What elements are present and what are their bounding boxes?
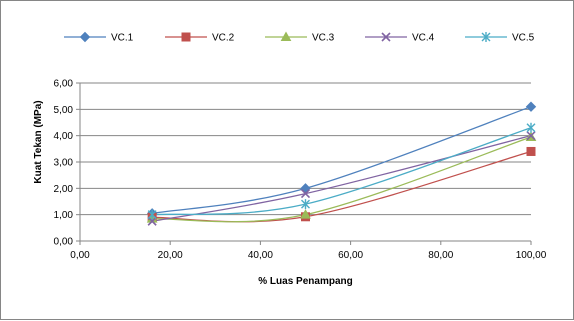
data-point-x-stroke xyxy=(300,189,311,199)
x-tick-labels: 0,00 20,00 40,00 60,00 80,00 100,00 xyxy=(70,250,546,261)
legend-label: VC.5 xyxy=(512,33,535,44)
legend-label: VC.1 xyxy=(111,33,134,44)
legend-item: VC.4 xyxy=(365,32,435,44)
legend-label: VC.3 xyxy=(312,33,335,44)
data-point-diamond xyxy=(79,31,91,43)
data-point-x-stroke xyxy=(526,131,536,141)
legend-label: VC.2 xyxy=(212,33,235,44)
x-tick-label: 0,00 xyxy=(70,250,90,261)
x-tick-label: 20,00 xyxy=(158,250,183,261)
axes xyxy=(76,82,532,245)
y-tick-label: 0,00 xyxy=(54,237,74,248)
y-tick-label: 3,00 xyxy=(54,158,74,169)
data-point-triangle xyxy=(280,31,292,41)
y-tick-labels: 0,00 1,00 2,00 3,00 4,00 5,00 6,00 xyxy=(54,79,74,248)
x-tick-label: 60,00 xyxy=(338,250,363,261)
y-tick-label: 6,00 xyxy=(54,79,74,90)
series-line-vc5 xyxy=(152,127,532,216)
legend-item: VC.2 xyxy=(165,32,235,44)
series-line-vc1 xyxy=(152,106,532,214)
data-point-square xyxy=(526,146,536,156)
series-line-vc2 xyxy=(152,150,532,223)
series-markers xyxy=(146,101,537,226)
data-point-x xyxy=(300,189,311,199)
data-point-star xyxy=(147,209,157,220)
data-point-x-stroke xyxy=(147,216,157,226)
data-point-x xyxy=(526,131,536,141)
x-tick-label: 100,00 xyxy=(516,250,547,261)
y-tick-label: 2,00 xyxy=(54,184,74,195)
y-axis-title: Kuat Tekan (MPa) xyxy=(33,100,44,183)
x-tick-label: 40,00 xyxy=(248,250,273,261)
legend: VC.1 VC.2 VC.3 VC.4 VC.5 xyxy=(64,31,535,44)
x-tick-label: 80,00 xyxy=(428,250,453,261)
legend-label: VC.4 xyxy=(412,33,435,44)
data-point-diamond xyxy=(525,101,537,112)
series-lines xyxy=(152,106,532,223)
data-point-star xyxy=(301,199,310,210)
legend-item: VC.3 xyxy=(265,31,335,44)
gridlines xyxy=(80,82,531,216)
data-point-x xyxy=(381,32,391,42)
y-tick-label: 5,00 xyxy=(54,105,74,116)
y-tick-label: 1,00 xyxy=(54,210,74,221)
data-point-star xyxy=(526,122,536,133)
data-point-triangle xyxy=(300,209,311,219)
data-point-x xyxy=(147,216,157,226)
legend-item: VC.5 xyxy=(465,32,535,44)
legend-item: VC.1 xyxy=(64,31,134,44)
data-point-square xyxy=(181,32,191,42)
y-tick-label: 4,00 xyxy=(54,131,74,142)
data-point-x-stroke xyxy=(381,32,391,42)
series-line-vc3 xyxy=(152,136,532,223)
x-axis-title: % Luas Penampang xyxy=(258,276,352,287)
data-point-star xyxy=(481,32,491,42)
